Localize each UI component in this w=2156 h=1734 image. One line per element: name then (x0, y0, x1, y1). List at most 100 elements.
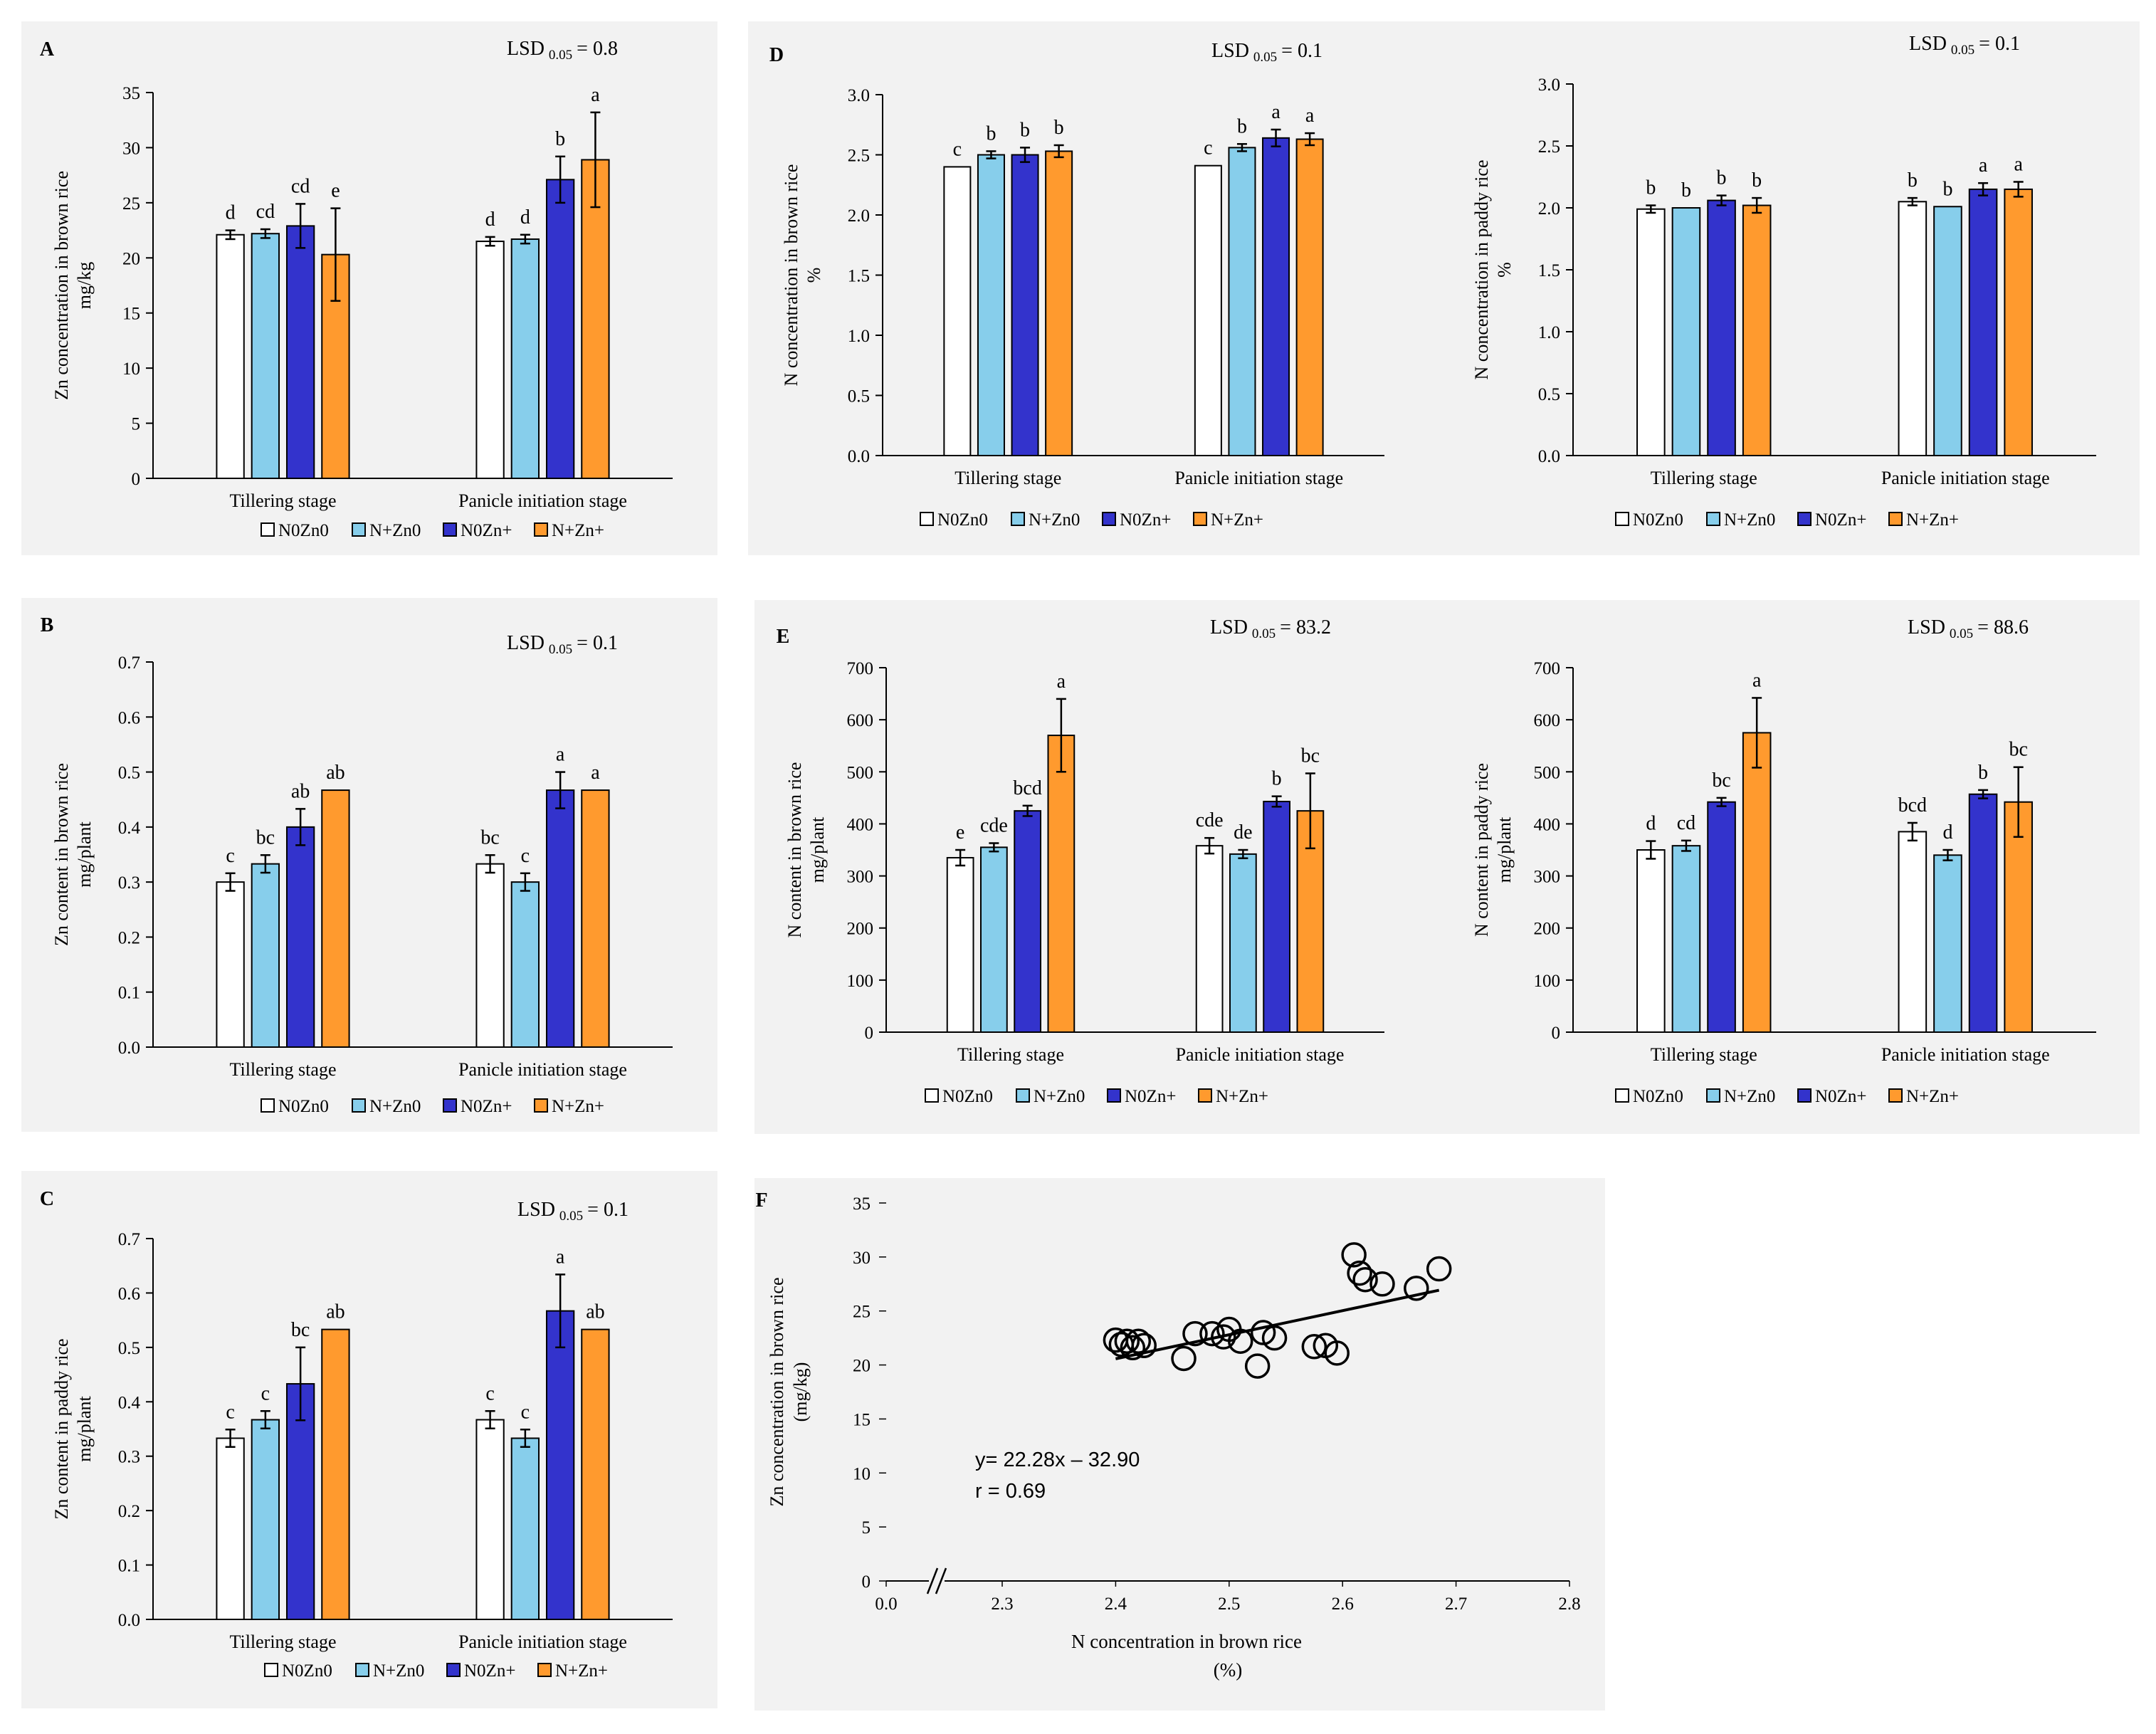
legend-label: N0Zn+ (461, 1097, 512, 1116)
bar-npzn0 (1229, 853, 1257, 1034)
scatter-point (1341, 1242, 1367, 1268)
legend-label: N+Zn+ (552, 521, 604, 540)
bar-n0znp (285, 826, 315, 1049)
legend-swatch (1615, 512, 1629, 526)
significance-letter: c (261, 1382, 270, 1404)
bar-n0zn0 (216, 881, 245, 1048)
legend-swatch (925, 1088, 939, 1103)
y-tick-label: 1.0 (1538, 323, 1560, 342)
legend-swatch (352, 522, 366, 537)
legend-label: N+Zn0 (373, 1661, 424, 1681)
significance-letter: d (1942, 821, 1952, 844)
lsd-subscript: 0.05 (549, 48, 572, 63)
scatter-point (1171, 1345, 1197, 1372)
legend-swatch (1706, 512, 1720, 526)
category-label: Tillering stage (1651, 1044, 1757, 1065)
x-axis-unit: (%) (1214, 1659, 1242, 1681)
lsd-label: LSD 0.05 = 0.1 (507, 632, 618, 657)
legend-label: N0Zn0 (942, 1087, 993, 1106)
legend-swatch (1706, 1088, 1720, 1103)
scatter-point (1250, 1320, 1276, 1345)
y-axis-unit: mg/plant (74, 821, 95, 888)
x-tick-label: 2.6 (1332, 1594, 1354, 1614)
bar-npzn0 (1228, 147, 1256, 457)
lsd-subscript: 0.05 (1951, 43, 1974, 58)
significance-letter: a (2014, 153, 2023, 175)
legend-label: N0Zn0 (1633, 1087, 1683, 1106)
significance-letter: c (521, 845, 530, 867)
bar-npzn0 (510, 881, 540, 1048)
y-tick-label: 0.5 (848, 387, 870, 406)
y-tick-label: 700 (847, 659, 874, 678)
legend-swatch (443, 1098, 457, 1113)
lsd-value: = 83.2 (1280, 616, 1331, 639)
scatter-point (1347, 1260, 1372, 1286)
significance-letter: e (956, 821, 964, 844)
legend-swatch (1615, 1088, 1629, 1103)
chart-e2: 0 100 200 300 400 500 600 700 N content in paddy… (1471, 616, 2096, 1106)
lsd-subscript: 0.05 (549, 642, 572, 657)
category-label: Panicle initiation stage (1881, 1044, 2050, 1065)
y-tick-label: 15 (853, 1410, 871, 1429)
correlation-label: r = 0.69 (975, 1480, 1046, 1503)
y-tick-label: 0 (1552, 1024, 1561, 1043)
scatter-point (1244, 1353, 1271, 1379)
y-tick-label: 20 (122, 249, 140, 268)
y-tick-label: 0.0 (848, 447, 870, 466)
lsd-subscript: 0.05 (1253, 50, 1277, 65)
bar-npzn0 (1933, 206, 1962, 456)
y-tick-label: 10 (853, 1464, 871, 1483)
legend-swatch (446, 1663, 461, 1677)
x-tick-label: 2.4 (1105, 1594, 1127, 1614)
legend-label: N0Zn+ (1815, 1087, 1866, 1106)
y-tick-label: 1.5 (1538, 261, 1560, 280)
axis-break-mark (935, 1567, 947, 1594)
significance-letter: bcd (1013, 777, 1041, 799)
y-tick-label: 30 (122, 139, 140, 158)
panel-label-e: E (777, 626, 790, 648)
significance-letter: b (1908, 169, 1918, 191)
y-axis-unit: % (804, 268, 824, 283)
trend-line (1115, 1288, 1440, 1360)
lsd-subscript: 0.05 (1950, 626, 1973, 641)
scatter-point (1426, 1256, 1452, 1282)
panel-label-c: C (40, 1188, 54, 1210)
significance-letter: a (591, 84, 600, 106)
significance-letter: a (556, 1246, 565, 1268)
panel-label-f: F (755, 1189, 767, 1212)
scatter-point (1131, 1333, 1157, 1359)
y-axis-unit: (mg/kg) (790, 1362, 811, 1422)
panel-label-b: B (41, 614, 54, 636)
legend-label: N0Zn0 (937, 510, 988, 530)
bar-n0zn0 (1898, 201, 1928, 456)
y-tick-label: 30 (853, 1249, 871, 1268)
scatter-point (1227, 1328, 1253, 1354)
y-tick-label: 0.0 (118, 1611, 140, 1630)
significance-letter: a (591, 762, 600, 784)
significance-letter: de (1234, 821, 1252, 844)
y-tick-label: 0.6 (118, 1284, 140, 1303)
x-tick-label: 0.0 (875, 1594, 897, 1614)
scatter-point (1211, 1324, 1236, 1350)
lsd-label: LSD 0.05 = 83.2 (1210, 616, 1331, 641)
legend-swatch (1198, 1088, 1212, 1103)
significance-letter: cd (1677, 812, 1695, 834)
legend-swatch (1107, 1088, 1121, 1103)
significance-letter: c (521, 1401, 530, 1423)
x-tick-label: 2.7 (1445, 1594, 1467, 1614)
x-tick-label: 2.5 (1218, 1594, 1240, 1614)
legend-swatch (1193, 512, 1207, 526)
y-tick-label: 2.5 (848, 147, 870, 166)
y-tick-label: 1.0 (848, 327, 870, 346)
y-tick-label: 15 (122, 305, 140, 324)
category-label: Tillering stage (1651, 468, 1757, 488)
y-axis-title: N content in brown rice (784, 762, 805, 938)
significance-letter: b (1646, 177, 1656, 199)
legend-label: N0Zn0 (1633, 510, 1683, 530)
y-tick-label: 0.7 (118, 653, 140, 673)
significance-letter: bc (2009, 739, 2027, 761)
y-tick-label: 20 (853, 1357, 871, 1376)
significance-letter: a (556, 744, 565, 766)
legend-label: N0Zn+ (1815, 510, 1866, 530)
legend-label: N0Zn+ (1120, 510, 1171, 530)
